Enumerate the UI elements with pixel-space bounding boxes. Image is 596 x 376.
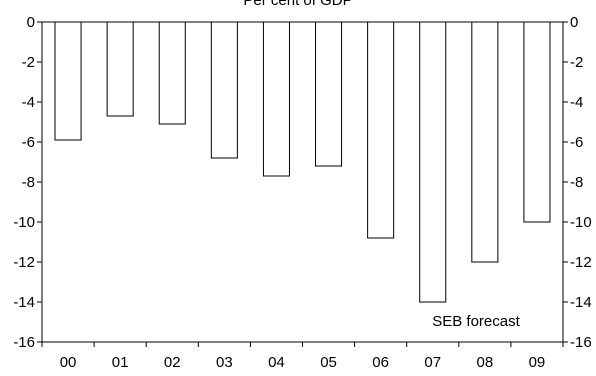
x-tick-label: 09 bbox=[529, 354, 546, 371]
y-tick-label-right: 0 bbox=[570, 14, 578, 31]
x-tick-label: 05 bbox=[320, 354, 337, 371]
y-tick-label-left: -16 bbox=[13, 334, 35, 351]
x-tick-label: 02 bbox=[164, 354, 181, 371]
seb-forecast-annotation: SEB forecast bbox=[432, 313, 520, 330]
y-tick-label-left: -6 bbox=[22, 134, 35, 151]
y-tick-label-left: -14 bbox=[13, 294, 35, 311]
x-tick-label: 04 bbox=[268, 354, 285, 371]
y-tick-label-right: -16 bbox=[570, 334, 592, 351]
bar-04 bbox=[262, 21, 290, 177]
x-tick-label: 01 bbox=[112, 354, 129, 371]
bar-08 bbox=[471, 21, 499, 263]
bar-01 bbox=[106, 21, 134, 117]
y-tick-label-right: -14 bbox=[570, 294, 592, 311]
y-tick-label-left: -8 bbox=[22, 174, 35, 191]
y-tick-label-left: -10 bbox=[13, 214, 35, 231]
bar-06 bbox=[367, 21, 395, 239]
y-tick-label-right: -6 bbox=[570, 134, 583, 151]
bar-05 bbox=[315, 21, 343, 167]
x-tick-label: 07 bbox=[424, 354, 441, 371]
bar-02 bbox=[158, 21, 186, 125]
y-tick-label-right: -10 bbox=[570, 214, 592, 231]
x-tick-label: 03 bbox=[216, 354, 233, 371]
y-tick-label-right: -8 bbox=[570, 174, 583, 191]
y-tick-label-right: -2 bbox=[570, 54, 583, 71]
x-tick-label: 00 bbox=[60, 354, 77, 371]
y-tick-label-right: -4 bbox=[570, 94, 583, 111]
bar-09 bbox=[523, 21, 551, 223]
x-tick-label: 06 bbox=[372, 354, 389, 371]
left-y-axis: 0 -2 -4 -6 -8 -10 -12 -14 -16 bbox=[13, 14, 42, 351]
bar-03 bbox=[210, 21, 238, 159]
y-tick-label-left: 0 bbox=[27, 14, 35, 31]
y-tick-label-left: -4 bbox=[22, 94, 35, 111]
right-y-axis: 0 -2 -4 -6 -8 -10 -12 -14 -16 bbox=[563, 14, 592, 351]
chart-title: Per cent of GDP bbox=[243, 0, 352, 9]
y-tick-label-right: -12 bbox=[570, 254, 592, 271]
x-axis: 00 01 02 03 04 05 06 07 08 09 bbox=[41, 342, 564, 371]
bar-07 bbox=[419, 21, 447, 303]
bars bbox=[54, 21, 551, 303]
x-tick-label: 08 bbox=[477, 354, 494, 371]
y-tick-label-left: -12 bbox=[13, 254, 35, 271]
y-tick-label-left: -2 bbox=[22, 54, 35, 71]
bar-00 bbox=[54, 21, 82, 141]
